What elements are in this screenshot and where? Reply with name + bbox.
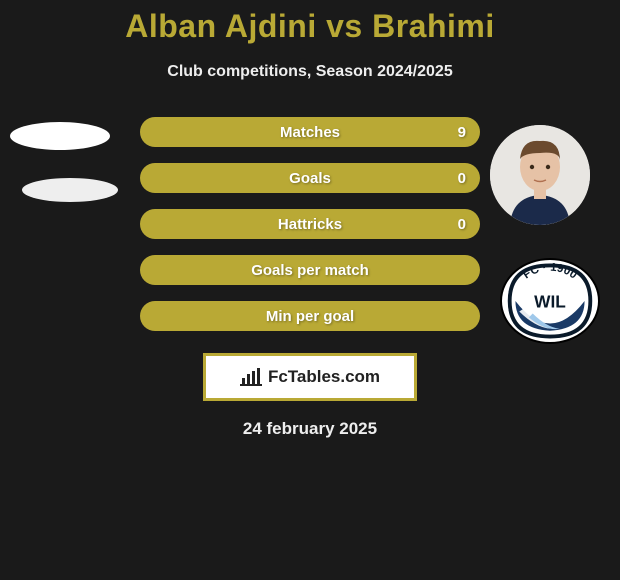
page-title: Alban Ajdini vs Brahimi <box>0 0 620 45</box>
left-player-avatar-placeholder <box>10 122 110 150</box>
club-badge-icon: FC · 1900 WIL <box>502 258 598 344</box>
stat-label: Goals <box>289 170 331 187</box>
page-subtitle: Club competitions, Season 2024/2025 <box>0 63 620 81</box>
svg-text:WIL: WIL <box>534 292 566 312</box>
stat-value: 9 <box>458 124 466 141</box>
stat-bar-matches: Matches 9 <box>140 117 480 147</box>
stat-value: 0 <box>458 170 466 187</box>
stat-label: Min per goal <box>266 308 354 325</box>
comparison-card: Alban Ajdini vs Brahimi Club competition… <box>0 0 620 580</box>
left-club-badge-placeholder <box>22 178 118 202</box>
stat-label: Matches <box>280 124 340 141</box>
stat-label: Goals per match <box>251 262 369 279</box>
right-club-badge: FC · 1900 WIL <box>500 258 600 344</box>
date-label: 24 february 2025 <box>0 419 620 439</box>
right-player-avatar <box>490 125 590 225</box>
brand-text: FcTables.com <box>268 367 380 387</box>
brand-box[interactable]: FcTables.com <box>203 353 417 401</box>
stat-bar-goals-per-match: Goals per match <box>140 255 480 285</box>
stat-value: 0 <box>458 216 466 233</box>
stat-bar-goals: Goals 0 <box>140 163 480 193</box>
bar-chart-icon <box>240 368 262 386</box>
stat-bar-hattricks: Hattricks 0 <box>140 209 480 239</box>
stat-bar-min-per-goal: Min per goal <box>140 301 480 331</box>
player-portrait-icon <box>490 125 590 225</box>
stat-label: Hattricks <box>278 216 342 233</box>
